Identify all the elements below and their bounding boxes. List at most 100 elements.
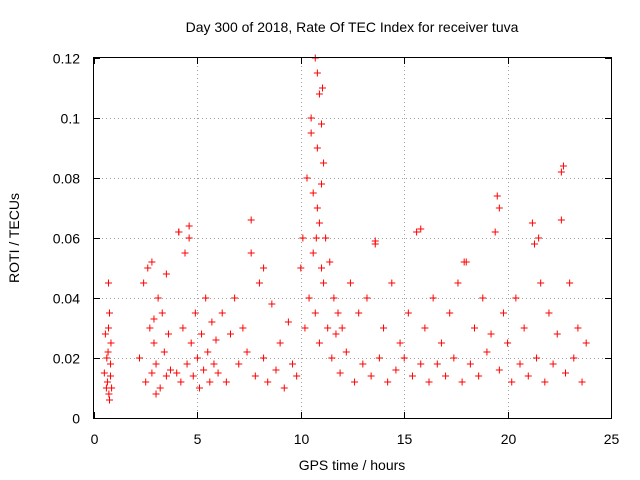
data-point xyxy=(549,360,557,368)
x-tick-label: 5 xyxy=(194,431,202,447)
data-point xyxy=(105,390,113,398)
data-point xyxy=(442,372,450,380)
data-point xyxy=(152,360,160,368)
data-point xyxy=(156,384,164,392)
data-point xyxy=(371,237,379,245)
data-point xyxy=(148,369,156,377)
data-point xyxy=(425,378,433,386)
data-point xyxy=(363,294,371,302)
data-point xyxy=(499,309,507,317)
y-tick-label: 0.1 xyxy=(61,111,81,127)
data-point xyxy=(324,324,332,332)
data-point xyxy=(495,204,503,212)
data-point xyxy=(495,366,503,374)
data-point xyxy=(107,360,115,368)
data-point xyxy=(346,279,354,287)
data-point xyxy=(239,324,247,332)
data-point xyxy=(475,372,483,380)
data-point xyxy=(264,378,272,386)
data-point xyxy=(162,372,170,380)
data-point xyxy=(218,309,226,317)
data-point xyxy=(320,279,328,287)
data-point xyxy=(417,360,425,368)
data-point xyxy=(200,366,208,374)
data-point xyxy=(437,339,445,347)
data-point xyxy=(293,372,301,380)
data-point xyxy=(570,354,578,362)
data-point xyxy=(212,336,220,344)
data-point xyxy=(289,360,297,368)
data-point xyxy=(315,90,323,98)
y-tick-label: 0.06 xyxy=(53,231,80,247)
data-point xyxy=(135,354,143,362)
data-point xyxy=(144,264,152,272)
data-point xyxy=(280,384,288,392)
data-point xyxy=(222,378,230,386)
data-point xyxy=(185,222,193,230)
data-point xyxy=(380,324,388,332)
data-point xyxy=(103,354,111,362)
chart-title: Day 300 of 2018, Rate Of TEC Index for r… xyxy=(186,19,519,35)
data-point xyxy=(317,180,325,188)
data-point xyxy=(508,378,516,386)
plot-frame xyxy=(93,57,612,419)
data-point xyxy=(235,360,243,368)
data-point xyxy=(101,330,109,338)
data-point xyxy=(100,369,108,377)
data-point xyxy=(562,369,570,377)
data-point xyxy=(177,378,185,386)
data-point xyxy=(152,390,160,398)
data-point xyxy=(185,234,193,242)
data-point xyxy=(309,189,317,197)
points-layer xyxy=(100,54,590,404)
x-tick-label: 15 xyxy=(397,431,413,447)
tick-labels-layer: 0 5 10 15 20 25 0 0.02 0.04 0.06 0.08 0.1 0.12 xyxy=(53,51,620,448)
x-axis-title: GPS time / hours xyxy=(299,457,406,473)
data-point xyxy=(181,249,189,257)
data-point xyxy=(309,249,317,257)
data-point xyxy=(160,348,168,356)
data-point xyxy=(305,294,313,302)
data-point xyxy=(297,264,305,272)
data-point xyxy=(557,168,565,176)
x-tick-label: 25 xyxy=(604,431,620,447)
data-point xyxy=(193,354,201,362)
data-point xyxy=(189,372,197,380)
data-point xyxy=(471,324,479,332)
data-point xyxy=(315,339,323,347)
data-point xyxy=(351,378,359,386)
data-point xyxy=(183,360,191,368)
data-point xyxy=(535,234,543,242)
data-point xyxy=(104,324,112,332)
x-tick-label: 0 xyxy=(91,431,99,447)
data-point xyxy=(417,225,425,233)
data-point xyxy=(328,354,336,362)
data-point xyxy=(458,378,466,386)
data-point xyxy=(326,258,334,266)
data-point xyxy=(162,270,170,278)
data-point xyxy=(313,204,321,212)
data-point xyxy=(106,396,114,404)
data-point xyxy=(446,309,454,317)
data-point xyxy=(320,159,328,167)
data-point xyxy=(493,192,501,200)
data-point xyxy=(284,318,292,326)
data-point xyxy=(303,174,311,182)
data-point xyxy=(175,228,183,236)
data-point xyxy=(148,258,156,266)
data-point xyxy=(164,330,172,338)
ticks-layer xyxy=(94,58,612,419)
data-point xyxy=(566,279,574,287)
data-point xyxy=(210,360,218,368)
data-point xyxy=(313,144,321,152)
data-point xyxy=(338,324,346,332)
data-point xyxy=(260,354,268,362)
data-point xyxy=(487,330,495,338)
data-point xyxy=(243,348,251,356)
data-point xyxy=(388,279,396,287)
data-point xyxy=(247,216,255,224)
data-point xyxy=(479,294,487,302)
data-point xyxy=(516,360,524,368)
